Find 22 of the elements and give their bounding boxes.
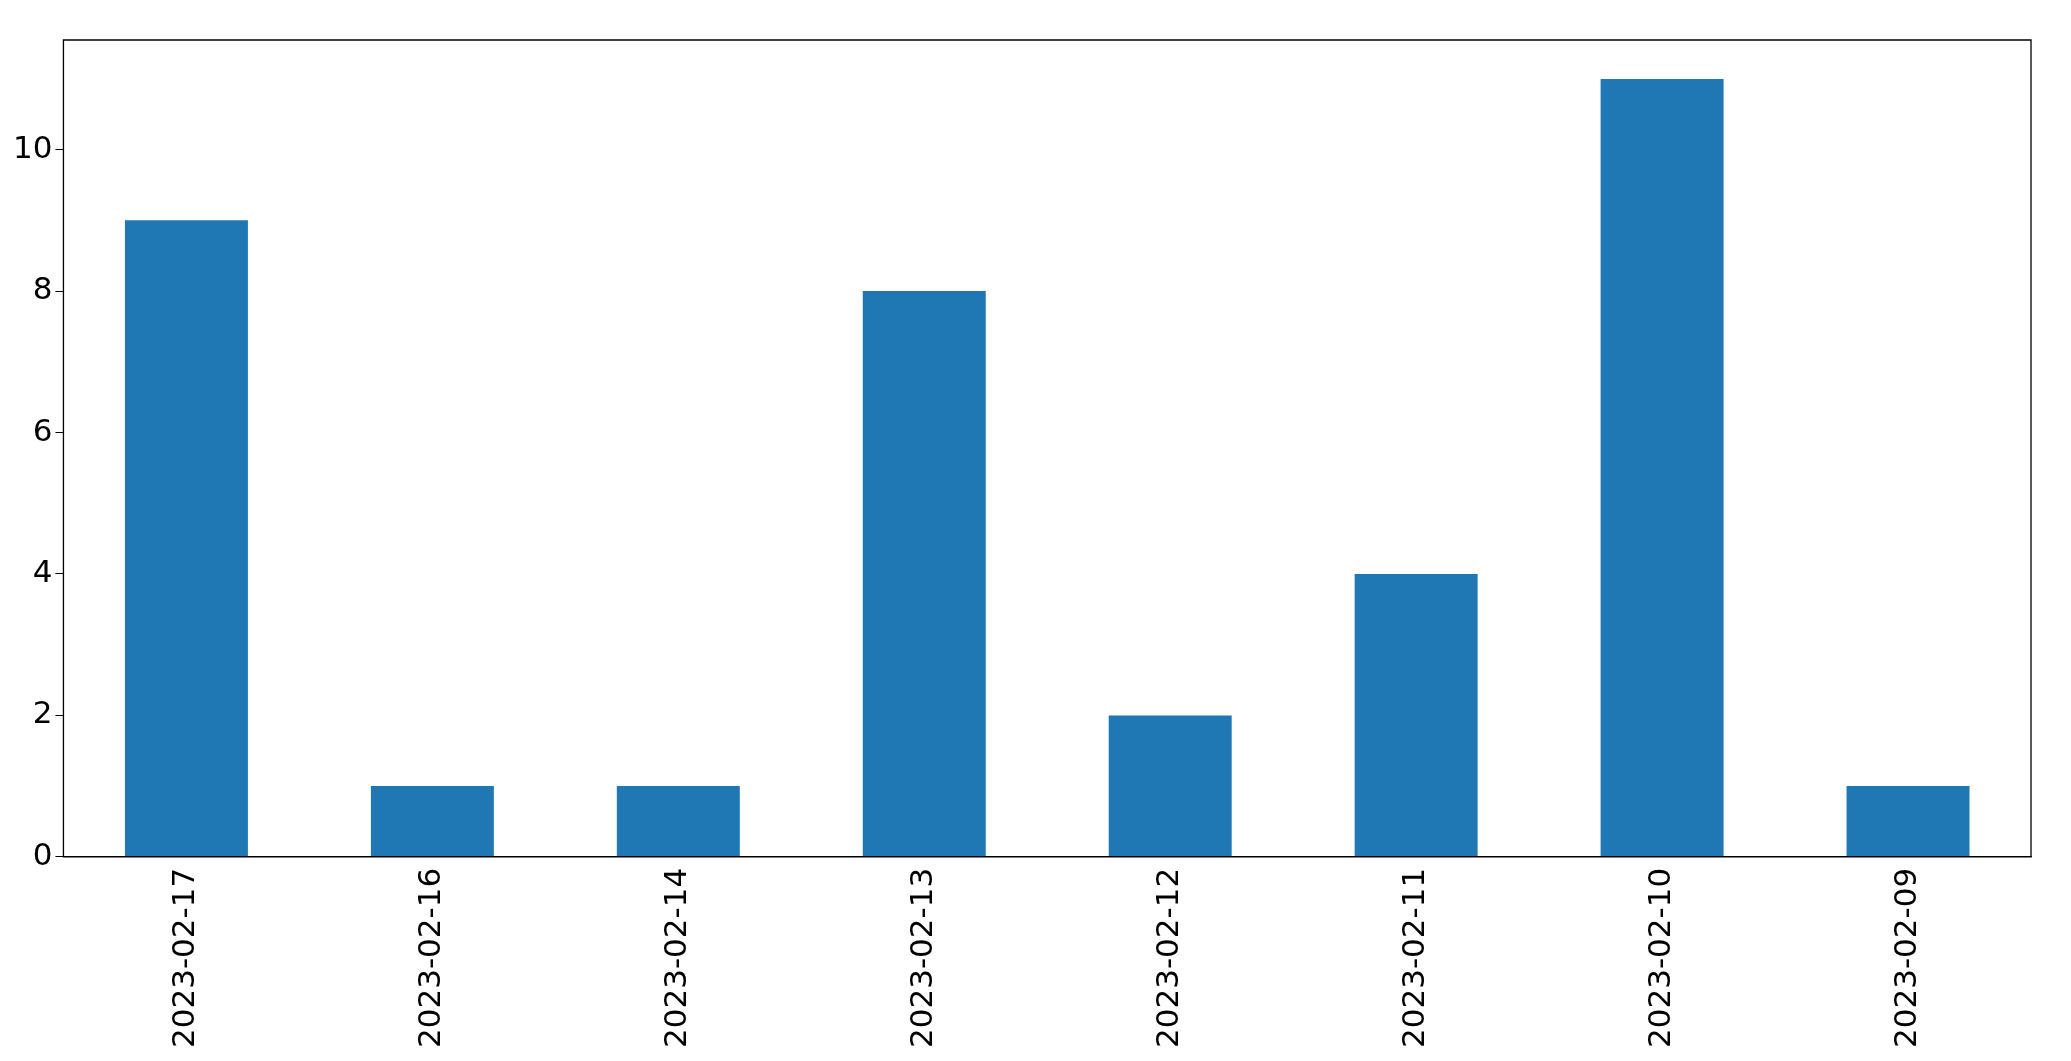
- x-tick-label: 2023-02-10: [1641, 867, 1678, 1049]
- y-tick-label: 4: [32, 553, 53, 589]
- x-tick-label: 2023-02-12: [1149, 867, 1186, 1049]
- y-tick-label: 0: [32, 835, 53, 872]
- y-tick-label: 6: [32, 411, 53, 448]
- y-tick-label: 10: [12, 128, 53, 165]
- bar: [1846, 786, 1970, 857]
- x-tick-label: 2023-02-16: [411, 867, 448, 1049]
- y-tick-label: 2: [32, 694, 53, 731]
- bar: [1354, 573, 1478, 857]
- bar: [1108, 715, 1232, 857]
- bar: [862, 291, 986, 857]
- bar: [1600, 78, 1724, 857]
- x-tick-label: 2023-02-13: [903, 867, 940, 1049]
- x-tick-label: 2023-02-09: [1887, 867, 1924, 1049]
- x-tick-label: 2023-02-11: [1395, 867, 1432, 1049]
- bar: [124, 220, 248, 857]
- bar: [616, 786, 740, 857]
- x-tick-label: 2023-02-14: [657, 867, 694, 1049]
- x-tick-label: 2023-02-17: [165, 867, 202, 1049]
- bar: [370, 786, 494, 857]
- y-tick-label: 8: [32, 270, 53, 307]
